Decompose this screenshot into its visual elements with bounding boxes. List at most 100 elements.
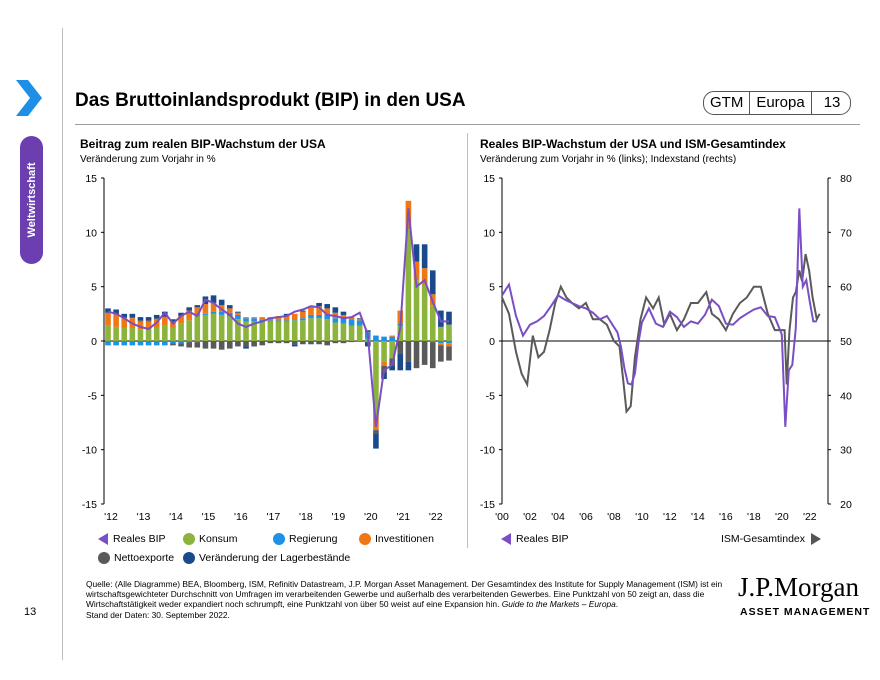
legend2-reales-bip-marker	[501, 533, 511, 545]
bar-regierung	[300, 318, 306, 321]
legend2-ism: ISM-Gesamtindex	[721, 533, 822, 545]
bar-regierung	[340, 318, 347, 324]
chart1-ytick-label: 5	[91, 282, 97, 294]
bar-regierung	[113, 341, 119, 346]
line-ism-gesamtindex	[501, 253, 821, 415]
chart1-xtick-label: '20	[364, 511, 378, 523]
line-reales-bip-2	[501, 208, 817, 427]
bar-nettoexporte	[162, 316, 168, 318]
bar-nettoexporte	[283, 341, 290, 344]
bar-lagerbestaende	[332, 307, 339, 313]
bar-lagerbestaende	[251, 345, 257, 347]
title-rule	[75, 124, 860, 125]
chart2-xtick-label: '04	[551, 511, 565, 523]
bar-konsum	[243, 321, 249, 341]
bar-regierung	[145, 341, 152, 346]
bar-nettoexporte	[218, 341, 225, 350]
bar-regierung	[438, 341, 444, 344]
chart2-ytick-label: 10	[483, 227, 495, 239]
chart2-y2tick-label: 80	[840, 173, 852, 185]
bar-regierung	[105, 341, 111, 346]
chart2-y2tick-label: 50	[840, 336, 852, 348]
bar-konsum	[259, 321, 266, 341]
gtm-badge: GTM Europa 13	[703, 91, 852, 115]
bar-regierung	[202, 313, 209, 315]
bar-nettoexporte	[324, 341, 331, 346]
bar-konsum	[218, 314, 225, 341]
badge-gtm: GTM	[704, 92, 751, 114]
bar-konsum	[275, 321, 282, 341]
chart2-ytick-label: 15	[483, 173, 495, 185]
chart1-xtick-label: '22	[429, 511, 443, 523]
bar-investitionen	[348, 317, 355, 320]
bar-nettoexporte	[178, 343, 184, 347]
chart2-xtick-label: '14	[691, 511, 705, 523]
bar-regierung	[283, 320, 290, 322]
chart2-y2tick-label: 70	[840, 227, 852, 239]
legend-nettoexporte-dot	[98, 552, 110, 564]
bar-konsum	[291, 320, 298, 341]
bar-konsum	[202, 314, 209, 341]
bar-nettoexporte	[210, 341, 217, 349]
bar-lagerbestaende	[113, 309, 119, 314]
bar-investitionen	[162, 317, 168, 326]
bar-regierung	[356, 320, 363, 326]
chart2-ytick-label: 0	[489, 336, 495, 348]
chart2-subtitle: Veränderung zum Vorjahr in % (links); In…	[480, 154, 737, 165]
chart1-xtick-label: '12	[104, 511, 118, 523]
bar-konsum	[194, 316, 201, 341]
bar-nettoexporte	[365, 330, 371, 333]
bar-regierung	[324, 314, 331, 320]
bar-konsum	[446, 324, 452, 341]
bar-nettoexporte	[226, 341, 233, 349]
bar-konsum	[300, 320, 306, 341]
bar-regierung	[194, 341, 201, 343]
chart2-xtick-label: '16	[719, 511, 733, 523]
side-tab[interactable]: Weltwirtschaft	[20, 136, 43, 264]
chart1-xtick-label: '18	[299, 511, 313, 523]
bar-konsum	[129, 327, 136, 341]
bar-investitionen	[356, 319, 363, 321]
bar-regierung	[308, 314, 314, 319]
chart1-title: Beitrag zum realen BIP-Wachstum der USA	[80, 137, 326, 151]
bar-regierung	[251, 318, 257, 322]
bar-regierung	[405, 226, 412, 228]
bar-konsum	[397, 325, 404, 341]
source-note: Quelle: (Alle Diagramme) BEA, Bloomberg,…	[86, 579, 723, 620]
bar-regierung	[446, 341, 452, 344]
bar-investitionen	[194, 307, 201, 317]
chart1-xtick-label: '14	[169, 511, 183, 523]
chart2-ytick-label: -5	[486, 390, 495, 402]
bar-konsum	[332, 322, 339, 341]
legend2-ism-marker	[811, 533, 822, 545]
bar-nettoexporte	[267, 341, 274, 344]
bar-konsum	[324, 319, 331, 341]
chart2-xtick-label: '10	[635, 511, 649, 523]
chart2-y2tick-label: 40	[840, 390, 852, 402]
chart2-y2tick-label: 30	[840, 445, 852, 457]
bar-investitionen	[243, 317, 249, 319]
chart2-ytick-label: -10	[480, 445, 495, 457]
bar-nettoexporte	[129, 317, 136, 319]
bar-investitionen	[308, 307, 314, 315]
bar-nettoexporte	[413, 341, 420, 369]
chart1-xtick-label: '13	[137, 511, 151, 523]
bar-nettoexporte	[251, 341, 257, 346]
bar-lagerbestaende	[446, 311, 452, 325]
bar-regierung	[210, 311, 217, 314]
bar-regierung	[121, 341, 128, 346]
bar-investitionen	[105, 312, 111, 326]
legend-regierung: Regierung	[273, 533, 337, 545]
badge-region: Europa	[750, 92, 812, 114]
bar-investitionen	[316, 306, 322, 315]
chart2-xtick-label: '06	[579, 511, 593, 523]
bar-lagerbestaende	[218, 299, 225, 306]
bar-nettoexporte	[153, 318, 160, 320]
bar-lagerbestaende	[105, 308, 111, 313]
bar-regierung	[218, 311, 225, 315]
page-number: 13	[24, 606, 37, 618]
bar-konsum	[438, 326, 444, 341]
bar-nettoexporte	[243, 341, 249, 347]
bar-lagerbestaende	[429, 270, 436, 295]
